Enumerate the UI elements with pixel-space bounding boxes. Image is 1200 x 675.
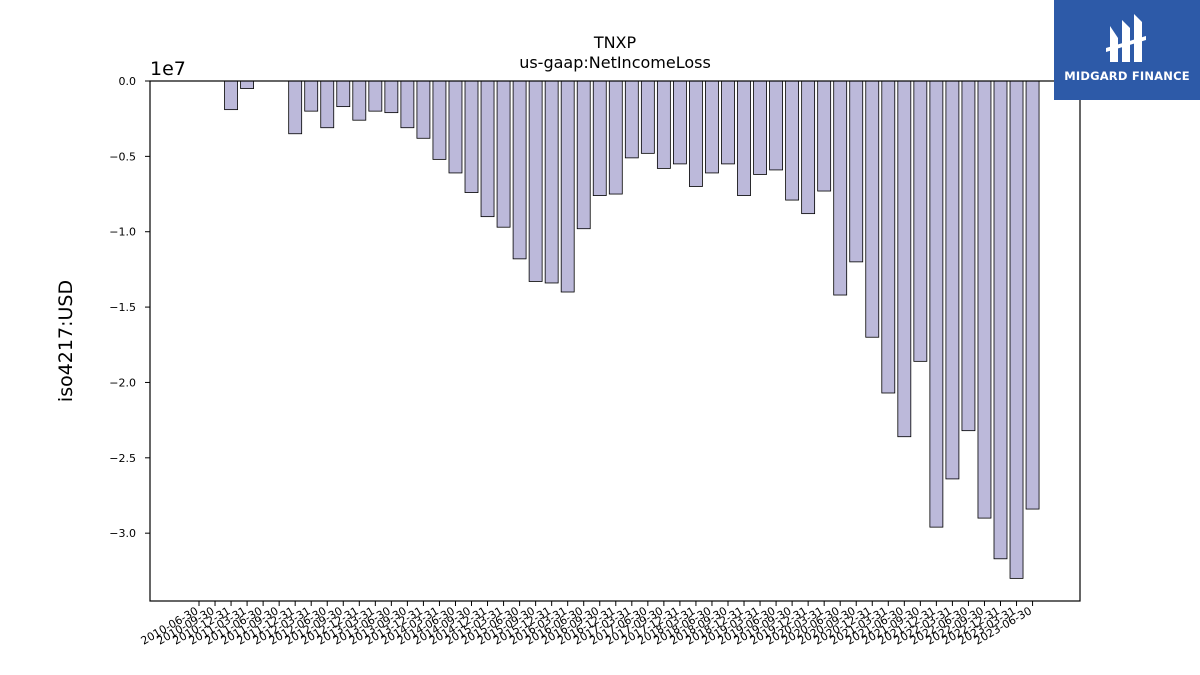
y-tick-label: −1.5 [109,301,136,314]
bar-2016-09-30 [592,80,607,196]
logo-mark-icon [1106,14,1146,62]
bar-2021-03-31 [881,80,896,394]
bar-2013-03-31 [368,80,383,112]
bar-2019-12-31 [801,80,816,215]
bar-2013-06-30 [384,80,399,114]
bar-2018-12-31 [737,80,751,196]
bar-2021-06-30 [897,80,912,438]
bar-2017-03-31 [624,80,639,159]
bar-2023-03-31 [1009,80,1024,579]
bar-2020-12-31 [865,80,880,338]
bar-2019-03-31 [753,80,767,175]
bar-2012-12-31 [352,80,367,121]
bar-2012-03-31 [304,80,319,112]
bar-2012-09-30 [336,80,351,108]
brand-logo: MIDGARD FINANCE [1054,0,1200,100]
bar-2018-03-31 [689,80,703,187]
chart-subtitle: us-gaap:NetIncomeLoss [519,53,711,72]
bar-2019-06-30 [769,80,783,171]
bar-2022-03-31 [945,80,960,480]
bar-2023-06-30 [1025,80,1040,510]
y-axis-label: iso4217:USD [55,280,77,402]
y-tick-label: −2.5 [109,452,136,465]
bar-2016-03-31 [560,80,575,293]
bar-2015-06-30 [512,80,527,260]
bar-2018-09-30 [721,80,735,165]
y-tick-label: −2.0 [109,376,136,389]
plot-frame [149,80,1081,602]
bar-2022-12-31 [993,80,1008,560]
bar-2011-12-31 [288,80,303,135]
bars-layer [224,80,1040,579]
y-scale-label: 1e7 [150,58,186,80]
bar-2012-06-30 [320,80,335,129]
y-tick-label: −1.0 [109,226,136,239]
y-tick-label: −3.0 [109,527,136,540]
bar-2016-06-30 [576,80,591,230]
bar-2021-09-30 [913,80,928,362]
bar-2018-06-30 [705,80,719,174]
bar-2010-12-31 [224,80,238,111]
bar-2014-12-31 [480,80,495,218]
y-tick-label: −0.5 [109,150,136,163]
bar-2020-09-30 [849,80,864,263]
x-axis: 2010-06-302010-09-302010-12-312011-03-31… [139,601,1034,648]
bar-2017-09-30 [656,80,671,169]
logo-text: MIDGARD FINANCE [1064,69,1190,83]
bar-2015-03-31 [496,80,511,228]
bar-2022-06-30 [961,80,976,432]
bar-2020-03-31 [817,80,832,192]
bar-2014-03-31 [432,80,447,160]
bar-2014-06-30 [448,80,463,174]
bar-2014-09-30 [464,80,479,193]
bar-2021-12-31 [929,80,944,528]
bar-2013-09-30 [400,80,415,129]
bar-2017-12-31 [673,80,687,165]
bar-2016-12-31 [608,80,623,195]
bar-2019-09-30 [785,80,800,201]
bar-2015-09-30 [528,80,543,282]
y-axis: 0.0 −0.5 −1.0 −1.5 −2.0 −2.5 −3.0 [109,75,150,540]
bar-2015-12-31 [544,80,559,284]
bar-2022-09-30 [977,80,992,519]
bar-2011-03-31 [240,80,254,89]
y-tick-label: 0.0 [119,75,137,88]
bar-2020-06-30 [833,80,848,296]
chart-title: TNXP [593,33,637,52]
bar-2013-12-31 [416,80,431,139]
bar-2017-06-30 [640,80,655,154]
